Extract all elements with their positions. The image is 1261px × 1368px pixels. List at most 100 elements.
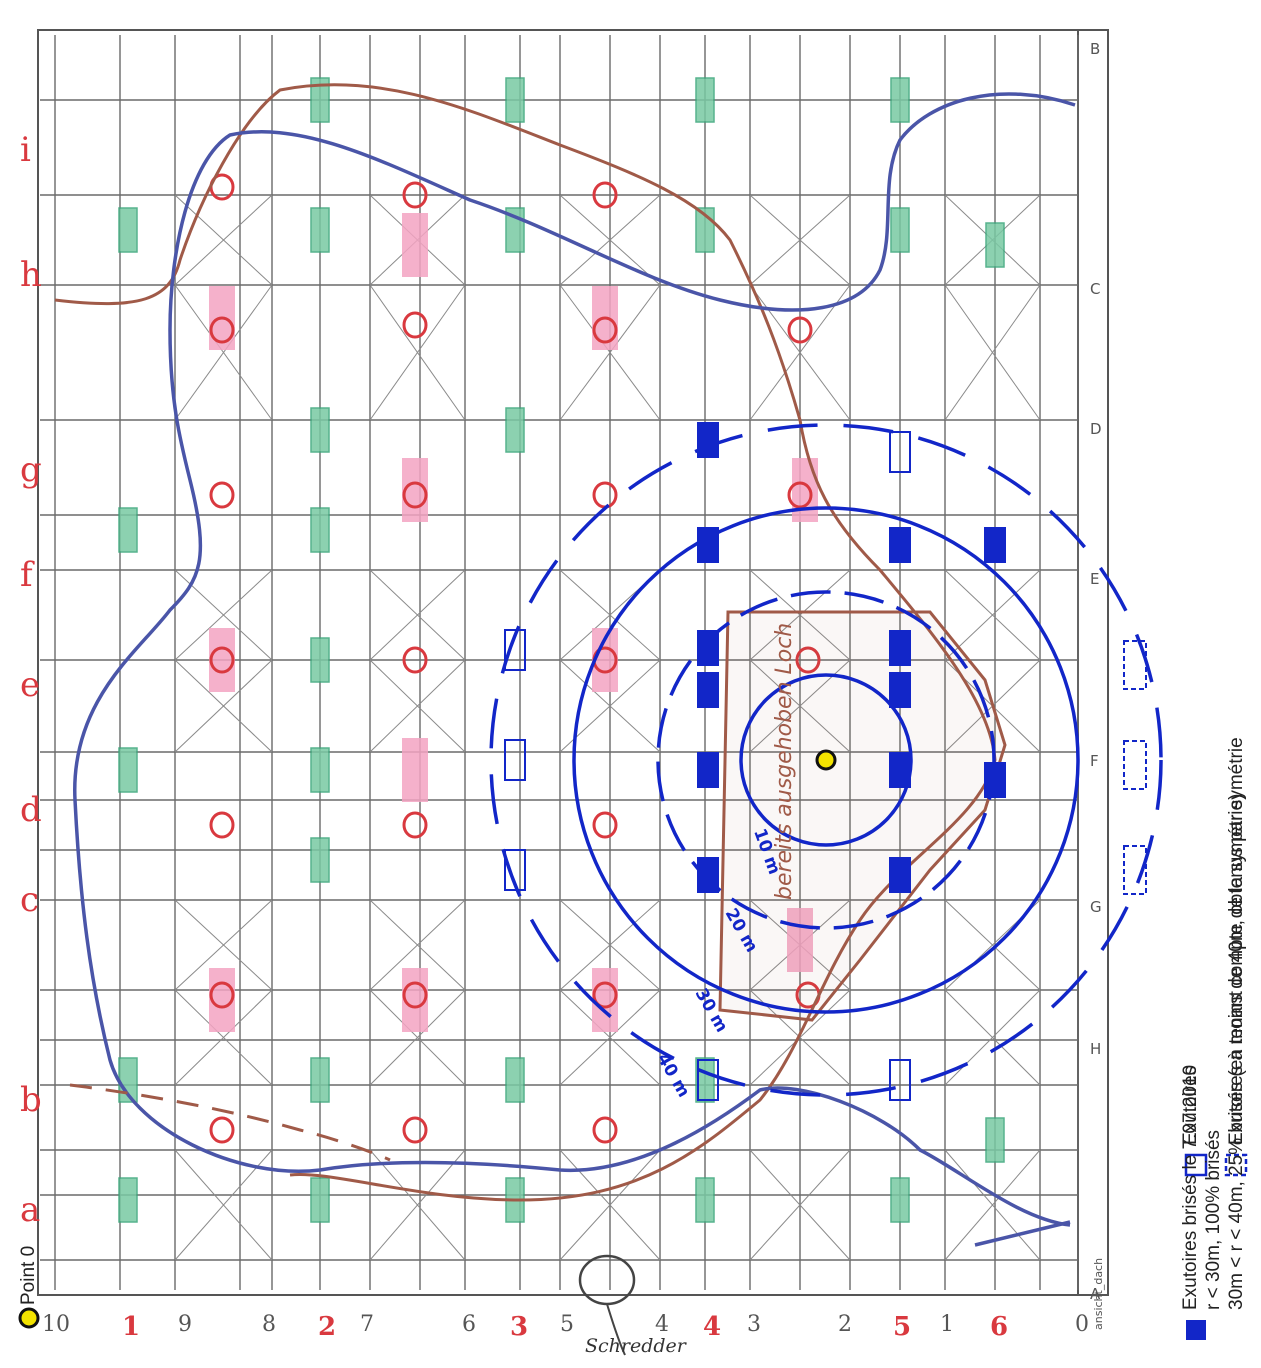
symmetry-exutoire	[1123, 845, 1147, 895]
brace-line	[944, 284, 1041, 421]
red-circle	[402, 646, 428, 674]
legend-exutoire-symbol	[1184, 1153, 1208, 1177]
brace-line	[944, 569, 1041, 661]
green-exutoire	[310, 507, 330, 553]
brace-line	[559, 284, 661, 421]
bottom-number: 9	[178, 1312, 192, 1337]
brown-dashed-line	[69, 1083, 391, 1162]
broken-exutoire	[697, 422, 719, 458]
red-circle	[209, 981, 235, 1009]
red-circle	[402, 181, 428, 209]
brace-line	[369, 284, 466, 421]
green-exutoire	[695, 1177, 715, 1223]
red-circle	[402, 811, 428, 839]
green-exutoire	[890, 1177, 910, 1223]
red-circle	[209, 1116, 235, 1144]
symmetry-exutoire	[1123, 640, 1147, 690]
green-exutoire	[310, 837, 330, 883]
axis-letter-F: F	[1090, 752, 1099, 770]
red-circle	[209, 646, 235, 674]
brace-line	[369, 899, 466, 991]
row-letter-d: d	[20, 790, 42, 830]
bottom-number: 4	[703, 1312, 722, 1342]
row-letter-g: g	[20, 450, 42, 490]
broken-exutoire	[697, 752, 719, 788]
broken-exutoire	[889, 857, 911, 893]
broken-exutoire	[889, 672, 911, 708]
row-letter-i: i	[20, 130, 31, 170]
brace-line	[369, 989, 466, 1086]
broken-exutoire	[889, 752, 911, 788]
broken-exutoire	[889, 630, 911, 666]
green-exutoire	[310, 1057, 330, 1103]
bottom-number: 6	[462, 1312, 476, 1337]
schredder-label: Schredder	[585, 1335, 686, 1357]
broken-exutoire	[889, 527, 911, 563]
brace-line	[559, 194, 661, 286]
red-circle	[209, 316, 235, 344]
bottom-number: 0	[1075, 1312, 1089, 1337]
bottom-number: 1	[122, 1312, 141, 1342]
outline-exutoire	[697, 1059, 719, 1101]
green-exutoire	[118, 747, 138, 793]
brace-line	[749, 989, 851, 1086]
brace-line	[749, 569, 851, 661]
red-circle	[795, 646, 821, 674]
brace-line	[369, 1149, 466, 1261]
bottom-number: 7	[360, 1312, 374, 1337]
green-exutoire	[505, 1057, 525, 1103]
ring-20m	[656, 590, 996, 930]
broken-exutoire	[697, 857, 719, 893]
brown-boundary-curve	[54, 83, 997, 1202]
outline-exutoire	[889, 1059, 911, 1101]
pink-exutoire	[787, 908, 813, 972]
broken-exutoire	[984, 762, 1006, 798]
bottom-number: 5	[560, 1312, 574, 1337]
bottom-number: 8	[262, 1312, 276, 1337]
green-exutoire	[985, 1117, 1005, 1163]
brace-line	[749, 1149, 851, 1261]
broken-exutoire	[697, 672, 719, 708]
axis-letter-D: D	[1090, 420, 1102, 438]
symmetry-exutoires	[1123, 640, 1147, 895]
red-circle	[209, 481, 235, 509]
bottom-number: 3	[747, 1312, 761, 1337]
row-letter-f: f	[20, 555, 33, 595]
brace-line	[749, 194, 851, 286]
green-exutoire	[118, 507, 138, 553]
green-exutoire	[890, 77, 910, 123]
brace-line	[369, 569, 466, 661]
bottom-number: 5	[893, 1312, 912, 1342]
ring-30m	[572, 506, 1080, 1014]
green-exutoire	[310, 207, 330, 253]
legend-broken-symbol	[1186, 1320, 1206, 1340]
axis-letter-B: B	[1090, 40, 1101, 58]
red-circle	[592, 981, 618, 1009]
red-circle	[787, 316, 813, 344]
file-label: ansicht_dach	[1092, 1257, 1105, 1330]
green-exutoire	[310, 747, 330, 793]
bottom-number: 10	[42, 1312, 70, 1337]
brace-line	[369, 659, 466, 753]
brace-line	[559, 899, 661, 991]
legend-broken-line1: r < 30m, 100% brisés	[1203, 1129, 1224, 1310]
broken-exutoires	[697, 422, 1006, 893]
brace-line	[174, 194, 273, 286]
pink-exutoire	[209, 628, 235, 692]
green-exutoire	[310, 637, 330, 683]
green-exutoire	[310, 407, 330, 453]
axis-letter-H: H	[1090, 1040, 1102, 1058]
roof-outline	[37, 29, 1109, 1296]
green-exutoire	[695, 77, 715, 123]
red-circle	[402, 481, 428, 509]
axis-letter-A: A	[1090, 1285, 1101, 1303]
green-exutoire	[505, 77, 525, 123]
red-circle	[402, 1116, 428, 1144]
row-letter-a: a	[20, 1190, 41, 1230]
red-circle	[592, 481, 618, 509]
bottom-number: 6	[990, 1312, 1009, 1342]
pink-exutoire	[402, 738, 428, 802]
axis-letter-E: E	[1090, 570, 1100, 588]
brace-line	[174, 659, 273, 753]
